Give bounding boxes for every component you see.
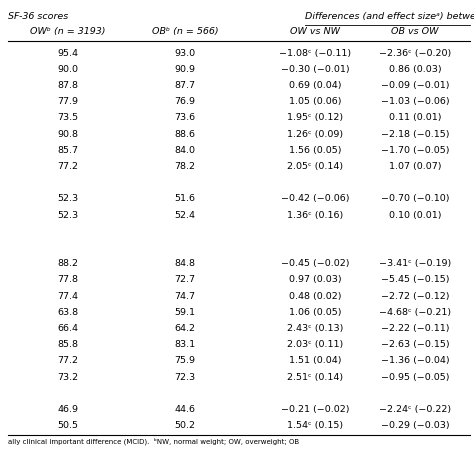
Text: 73.2: 73.2	[57, 373, 79, 382]
Text: −0.29 (−0.03): −0.29 (−0.03)	[381, 421, 449, 430]
Text: 52.3: 52.3	[57, 194, 79, 203]
Text: 50.2: 50.2	[174, 421, 195, 430]
Text: 87.8: 87.8	[57, 81, 79, 90]
Text: 84.0: 84.0	[174, 146, 195, 155]
Text: −4.68ᶜ (−0.21): −4.68ᶜ (−0.21)	[379, 308, 451, 317]
Text: 50.5: 50.5	[57, 421, 79, 430]
Text: 52.3: 52.3	[57, 210, 79, 219]
Text: −5.45 (−0.15): −5.45 (−0.15)	[381, 275, 449, 284]
Text: 1.95ᶜ (0.12): 1.95ᶜ (0.12)	[287, 113, 343, 122]
Text: 95.4: 95.4	[57, 49, 79, 58]
Text: OWᵇ (n = 3193): OWᵇ (n = 3193)	[30, 27, 106, 36]
Text: 78.2: 78.2	[174, 162, 195, 171]
Text: 85.8: 85.8	[57, 340, 79, 349]
Text: 59.1: 59.1	[174, 308, 195, 317]
Text: −3.41ᶜ (−0.19): −3.41ᶜ (−0.19)	[379, 259, 451, 268]
Text: OB vs OW: OB vs OW	[391, 27, 439, 36]
Text: −0.45 (−0.02): −0.45 (−0.02)	[281, 259, 349, 268]
Text: 0.10 (0.01): 0.10 (0.01)	[389, 210, 441, 219]
Text: 46.9: 46.9	[57, 405, 79, 414]
Text: −0.30 (−0.01): −0.30 (−0.01)	[281, 65, 349, 74]
Text: −0.21 (−0.02): −0.21 (−0.02)	[281, 405, 349, 414]
Text: 77.2: 77.2	[57, 356, 79, 365]
Text: −2.18 (−0.15): −2.18 (−0.15)	[381, 129, 449, 138]
Text: 1.51 (0.04): 1.51 (0.04)	[289, 356, 341, 365]
Text: 1.54ᶜ (0.15): 1.54ᶜ (0.15)	[287, 421, 343, 430]
Text: 84.8: 84.8	[174, 259, 195, 268]
Text: −1.70 (−0.05): −1.70 (−0.05)	[381, 146, 449, 155]
Text: 0.48 (0.02): 0.48 (0.02)	[289, 292, 341, 301]
Text: 2.51ᶜ (0.14): 2.51ᶜ (0.14)	[287, 373, 343, 382]
Text: 0.97 (0.03): 0.97 (0.03)	[289, 275, 341, 284]
Text: 1.26ᶜ (0.09): 1.26ᶜ (0.09)	[287, 129, 343, 138]
Text: −0.42 (−0.06): −0.42 (−0.06)	[281, 194, 349, 203]
Text: 93.0: 93.0	[174, 49, 196, 58]
Text: 1.05 (0.06): 1.05 (0.06)	[289, 97, 341, 106]
Text: −0.09 (−0.01): −0.09 (−0.01)	[381, 81, 449, 90]
Text: 73.6: 73.6	[174, 113, 196, 122]
Text: 2.03ᶜ (0.11): 2.03ᶜ (0.11)	[287, 340, 343, 349]
Text: 74.7: 74.7	[174, 292, 195, 301]
Text: 64.2: 64.2	[174, 324, 195, 333]
Text: 1.56 (0.05): 1.56 (0.05)	[289, 146, 341, 155]
Text: −1.08ᶜ (−0.11): −1.08ᶜ (−0.11)	[279, 49, 351, 58]
Text: 52.4: 52.4	[174, 210, 195, 219]
Text: ally clinical important difference (MCID).  ᵇNW, normal weight; OW, overweight; : ally clinical important difference (MCID…	[8, 438, 299, 445]
Text: SF-36 scores: SF-36 scores	[8, 12, 68, 21]
Text: 73.5: 73.5	[57, 113, 79, 122]
Text: 72.3: 72.3	[174, 373, 196, 382]
Text: 0.86 (0.03): 0.86 (0.03)	[389, 65, 441, 74]
Text: 2.43ᶜ (0.13): 2.43ᶜ (0.13)	[287, 324, 343, 333]
Text: 44.6: 44.6	[174, 405, 195, 414]
Text: 88.2: 88.2	[57, 259, 79, 268]
Text: 72.7: 72.7	[174, 275, 195, 284]
Text: 76.9: 76.9	[174, 97, 195, 106]
Text: 51.6: 51.6	[174, 194, 195, 203]
Text: 66.4: 66.4	[57, 324, 79, 333]
Text: −2.22 (−0.11): −2.22 (−0.11)	[381, 324, 449, 333]
Text: −0.95 (−0.05): −0.95 (−0.05)	[381, 373, 449, 382]
Text: Differences (and effect sizeᵃ) between: Differences (and effect sizeᵃ) between	[305, 12, 474, 21]
Text: −0.70 (−0.10): −0.70 (−0.10)	[381, 194, 449, 203]
Text: 90.8: 90.8	[57, 129, 79, 138]
Text: −2.24ᶜ (−0.22): −2.24ᶜ (−0.22)	[379, 405, 451, 414]
Text: 85.7: 85.7	[57, 146, 79, 155]
Text: 87.7: 87.7	[174, 81, 195, 90]
Text: −2.63 (−0.15): −2.63 (−0.15)	[381, 340, 449, 349]
Text: 83.1: 83.1	[174, 340, 196, 349]
Text: −1.36 (−0.04): −1.36 (−0.04)	[381, 356, 449, 365]
Text: 77.4: 77.4	[57, 292, 79, 301]
Text: OW vs NW: OW vs NW	[290, 27, 340, 36]
Text: 0.69 (0.04): 0.69 (0.04)	[289, 81, 341, 90]
Text: −2.72 (−0.12): −2.72 (−0.12)	[381, 292, 449, 301]
Text: 2.05ᶜ (0.14): 2.05ᶜ (0.14)	[287, 162, 343, 171]
Text: 88.6: 88.6	[174, 129, 195, 138]
Text: −1.03 (−0.06): −1.03 (−0.06)	[381, 97, 449, 106]
Text: 1.36ᶜ (0.16): 1.36ᶜ (0.16)	[287, 210, 343, 219]
Text: 77.8: 77.8	[57, 275, 79, 284]
Text: 75.9: 75.9	[174, 356, 195, 365]
Text: 1.06 (0.05): 1.06 (0.05)	[289, 308, 341, 317]
Text: 90.9: 90.9	[174, 65, 195, 74]
Text: OBᵇ (n = 566): OBᵇ (n = 566)	[152, 27, 219, 36]
Text: 63.8: 63.8	[57, 308, 79, 317]
Text: 77.2: 77.2	[57, 162, 79, 171]
Text: 77.9: 77.9	[57, 97, 79, 106]
Text: 90.0: 90.0	[57, 65, 79, 74]
Text: −2.36ᶜ (−0.20): −2.36ᶜ (−0.20)	[379, 49, 451, 58]
Text: 0.11 (0.01): 0.11 (0.01)	[389, 113, 441, 122]
Text: 1.07 (0.07): 1.07 (0.07)	[389, 162, 441, 171]
